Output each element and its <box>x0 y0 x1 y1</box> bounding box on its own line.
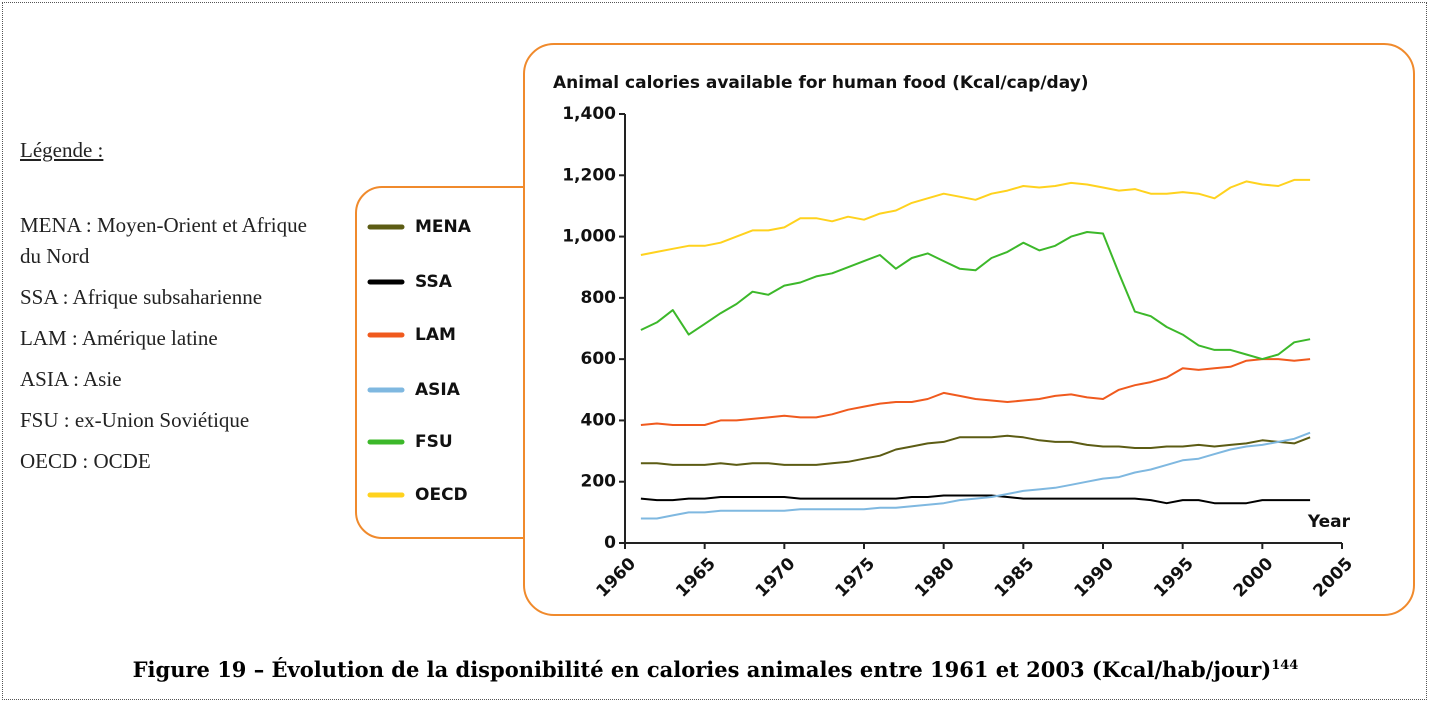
footnote: 144 <box>1271 658 1299 673</box>
series-line <box>640 494 1311 505</box>
series-line <box>640 358 1311 426</box>
series-line <box>640 231 1311 361</box>
y-tick-label: 0 <box>604 533 616 553</box>
series-line <box>640 431 1311 520</box>
y-tick-label: 1,000 <box>562 227 616 247</box>
legend-label: LAM <box>415 325 456 345</box>
y-tick-label: 1,400 <box>562 104 616 124</box>
note-item: OECD : OCDE <box>20 449 151 473</box>
y-tick-label: 600 <box>581 349 617 369</box>
x-axis-label: Year <box>1307 512 1351 532</box>
caption: Figure 19 – Évolution de la disponibilit… <box>0 657 1431 682</box>
legend-label: OECD <box>415 485 468 505</box>
note-item: ASIA : Asie <box>20 367 122 391</box>
y-tick-label: 800 <box>581 288 617 308</box>
notes: Légende : MENA : Moyen-Orient et Afrique… <box>20 135 310 487</box>
chart-frame <box>523 43 1415 616</box>
y-tick-label: 1,200 <box>562 165 616 185</box>
caption-text: Figure 19 – Évolution de la disponibilit… <box>132 657 1272 682</box>
legend-label: FSU <box>415 432 453 452</box>
note-item: MENA : Moyen-Orient et Afrique du Nord <box>20 213 307 268</box>
notes-title: Légende : <box>20 138 104 162</box>
note-item: LAM : Amérique latine <box>20 326 218 350</box>
chart-title: Animal calories available for human food… <box>553 73 1089 93</box>
y-tick-label: 200 <box>581 472 617 492</box>
note-item: SSA : Afrique subsaharienne <box>20 285 263 309</box>
series-line <box>640 434 1311 466</box>
series-line <box>640 178 1311 256</box>
legend-label: ASIA <box>415 380 461 400</box>
legend-label: SSA <box>415 272 453 292</box>
note-item: FSU : ex-Union Soviétique <box>20 408 250 432</box>
y-tick-label: 400 <box>581 410 617 430</box>
legend-label: MENA <box>415 217 472 237</box>
